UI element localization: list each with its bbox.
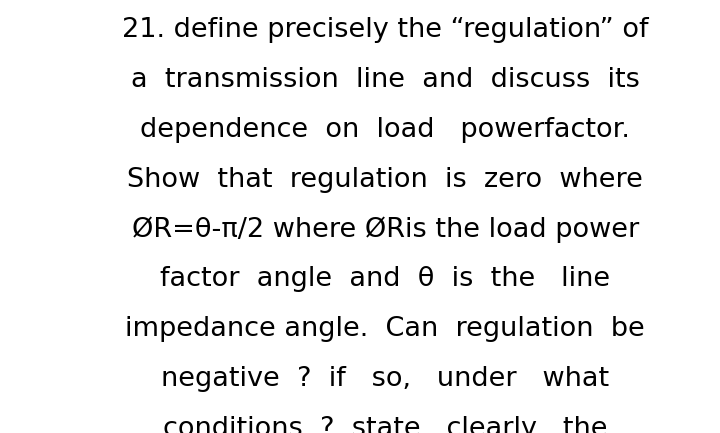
Text: ØR=θ-π/2 where ØRis the load power: ØR=θ-π/2 where ØRis the load power: [132, 216, 639, 243]
Text: a  transmission  line  and  discuss  its: a transmission line and discuss its: [131, 67, 639, 93]
Text: 21. define precisely the “regulation” of: 21. define precisely the “regulation” of: [122, 17, 649, 43]
Text: conditions  ?  state   clearly   the: conditions ? state clearly the: [163, 416, 608, 433]
Text: Show  that  regulation  is  zero  where: Show that regulation is zero where: [127, 167, 643, 193]
Text: factor  angle  and  θ  is  the   line: factor angle and θ is the line: [160, 266, 611, 292]
Text: negative  ?  if   so,   under   what: negative ? if so, under what: [161, 366, 609, 392]
Text: impedance angle.  Can  regulation  be: impedance angle. Can regulation be: [125, 316, 645, 342]
Text: dependence  on  load   powerfactor.: dependence on load powerfactor.: [140, 117, 630, 143]
